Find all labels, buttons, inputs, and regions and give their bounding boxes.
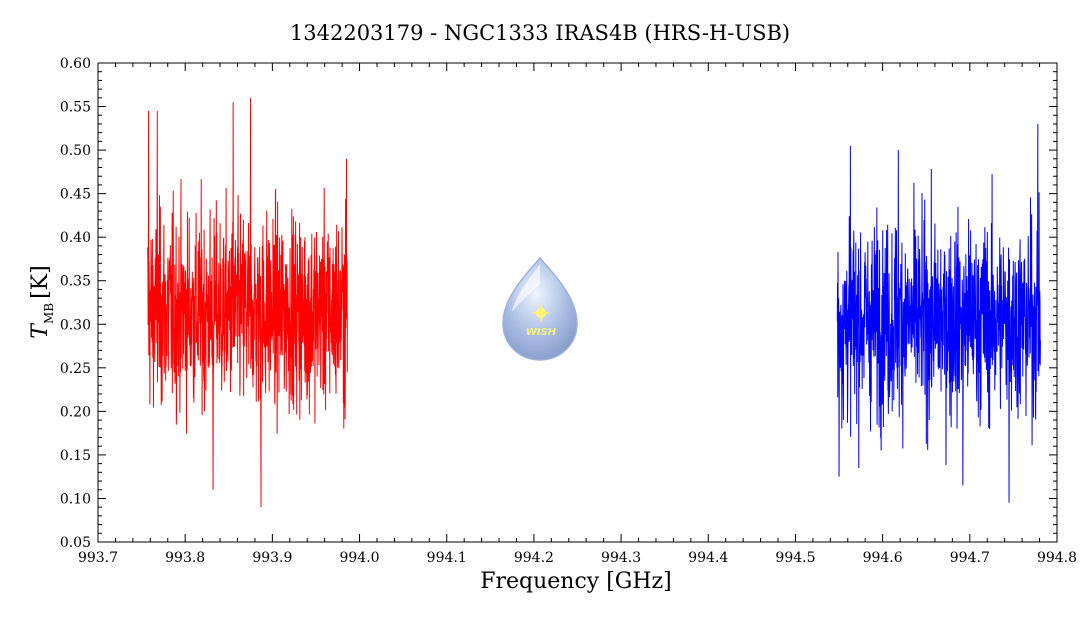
plot-frame [97, 62, 1058, 543]
x-tick-label: 993.7 [78, 550, 118, 566]
axis-ticks [97, 62, 1058, 543]
x-tick-label: 994.1 [427, 550, 467, 566]
y-axis-label: TMB [K] [28, 265, 56, 338]
x-tick-labels: 993.7 993.8 993.9 994.0 994.1 994.2 994.3 994.4… [78, 550, 1077, 566]
x-tick-label: 994.8 [1037, 550, 1077, 566]
x-tick-label: 994.4 [688, 550, 728, 566]
y-tick-label: 0.25 [60, 361, 91, 377]
logo-text: WISH [526, 327, 557, 338]
y-tick-label: 0.35 [60, 274, 91, 290]
y-label-sub: MB [42, 303, 56, 324]
wish-logo: WISH [502, 256, 578, 361]
y-tick-label: 0.20 [60, 404, 91, 420]
x-tick-label: 993.9 [252, 550, 292, 566]
y-tick-label: 0.30 [60, 317, 91, 333]
spectrum-line-2 [836, 123, 1041, 503]
x-tick-label: 994.0 [339, 550, 379, 566]
x-axis-label: Frequency [GHz] [480, 569, 672, 594]
y-tick-label: 0.50 [60, 143, 91, 159]
y-tick-label: 0.05 [60, 535, 91, 551]
x-tick-label: 994.3 [601, 550, 641, 566]
chart-title: 1342203179 - NGC1333 IRAS4B (HRS-H-USB) [290, 21, 790, 45]
y-tick-label: 0.15 [60, 448, 91, 464]
star-icon [531, 303, 551, 323]
y-label-main: T [28, 322, 53, 339]
series-layer [147, 97, 1041, 508]
y-label-unit: [K] [28, 265, 53, 299]
svg-text:TMB[K]: TMB [K] [28, 265, 56, 338]
y-tick-labels: 0.05 0.10 0.15 0.20 0.25 0.30 0.35 0.40 0.45 0.50… [60, 56, 91, 551]
y-tick-label: 0.45 [60, 187, 91, 203]
spectrum-line-1 [147, 97, 348, 508]
x-tick-label: 994.5 [775, 550, 815, 566]
x-tick-label: 994.2 [514, 550, 554, 566]
x-tick-label: 994.7 [950, 550, 990, 566]
y-tick-label: 0.60 [60, 56, 91, 72]
x-tick-label: 994.6 [863, 550, 903, 566]
y-tick-label: 0.10 [60, 491, 91, 507]
x-tick-label: 993.8 [165, 550, 205, 566]
y-tick-label: 0.55 [60, 100, 91, 116]
y-tick-label: 0.40 [60, 230, 91, 246]
